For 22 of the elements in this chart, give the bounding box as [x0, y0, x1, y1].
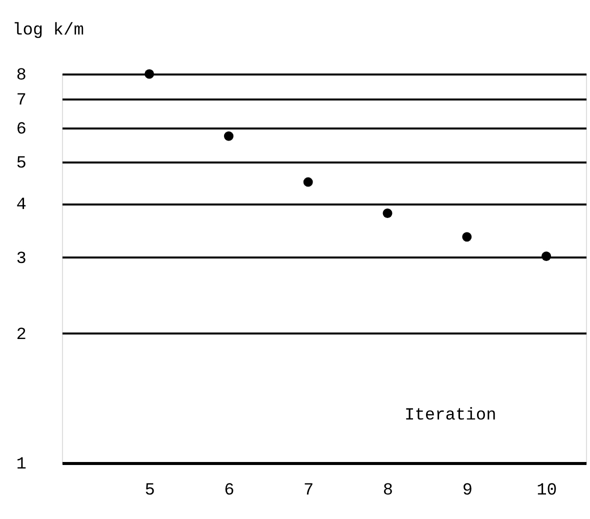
y-tick-label: 8 [16, 66, 26, 86]
y-tick-label: 2 [16, 326, 26, 345]
x-axis-title: Iteration [404, 406, 496, 426]
y-tick-label: 1 [16, 456, 26, 474]
point [144, 69, 154, 79]
point [303, 177, 313, 187]
x-tick-label: 6 [224, 482, 234, 500]
point [382, 208, 392, 218]
y-tick-label: 6 [16, 120, 26, 140]
y-axis-title: log k/m [12, 22, 84, 40]
y-tick-label: 7 [16, 91, 26, 110]
point [224, 131, 234, 141]
y-tick-label: 3 [16, 250, 26, 269]
x-tick-label: 10 [536, 482, 558, 500]
x-tick-label: 7 [304, 482, 314, 500]
x-tick-label: 8 [382, 482, 394, 500]
y-tick-label: 4 [16, 196, 26, 216]
point [542, 252, 552, 261]
x-tick-label: 9 [462, 482, 473, 500]
point [462, 232, 472, 242]
x-tick-label: 5 [144, 482, 155, 500]
y-tick-label: 5 [16, 154, 26, 174]
